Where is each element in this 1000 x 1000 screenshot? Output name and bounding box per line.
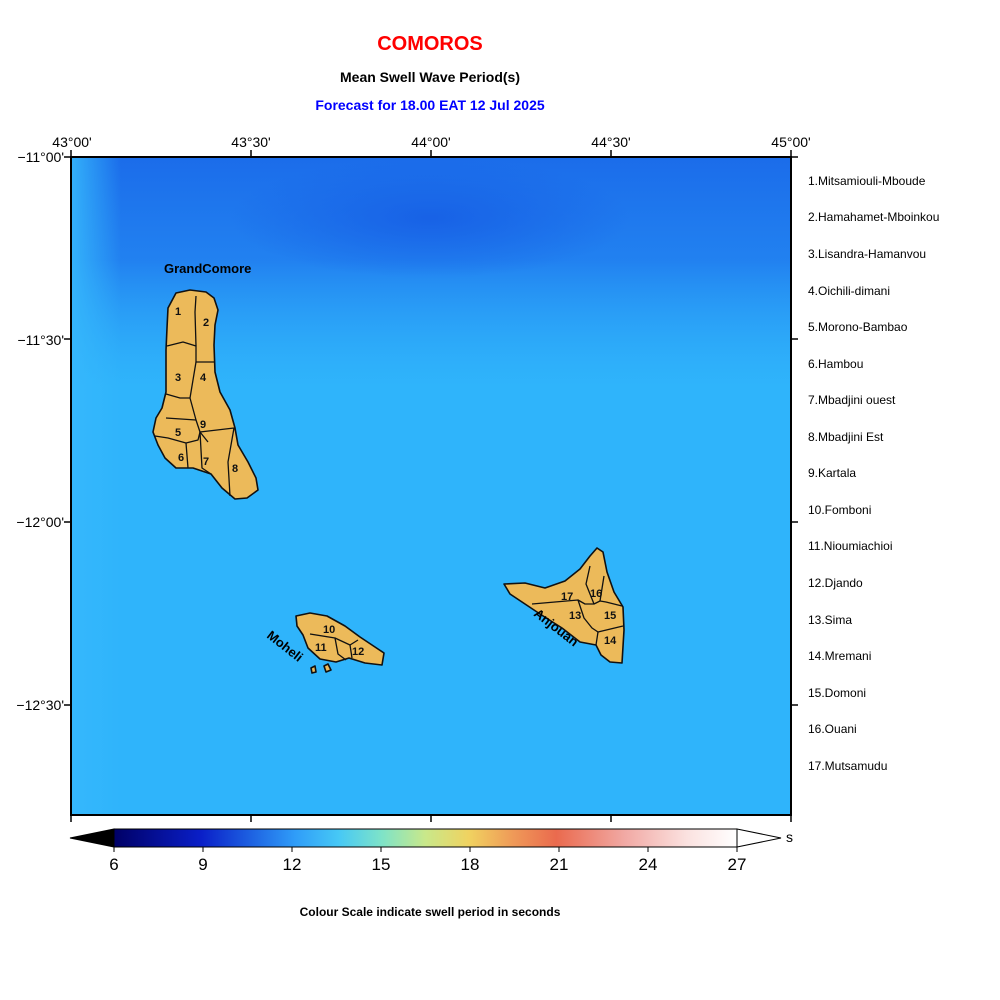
legend-item: 5.Morono-Bambao — [808, 320, 908, 334]
low-period-centre — [230, 158, 630, 278]
legend-item: 8.Mbadjini Est — [808, 430, 884, 444]
colour-bar — [69, 828, 782, 852]
lon-label-44-30: 44°30' — [591, 134, 631, 150]
lat-label-11-00: −11°00' — [17, 149, 64, 165]
region-number: 4 — [200, 372, 207, 384]
region-number: 12 — [352, 646, 364, 658]
region-number: 15 — [604, 610, 616, 622]
region-number: 9 — [200, 419, 206, 431]
region-number: 16 — [590, 588, 602, 600]
region-number: 1 — [175, 306, 181, 318]
region-number: 6 — [178, 452, 184, 464]
region-number: 8 — [232, 463, 238, 475]
legend-item: 1.Mitsamiouli-Mboude — [808, 174, 926, 188]
forecast-time: Forecast for 18.00 EAT 12 Jul 2025 — [315, 97, 545, 113]
region-number: 10 — [323, 624, 335, 636]
colour-bar-label: 24 — [638, 855, 658, 874]
legend-item: 17.Mutsamudu — [808, 759, 888, 773]
legend-item: 16.Ouani — [808, 722, 857, 736]
legend-item: 12.Djando — [808, 576, 863, 590]
colour-bar-label: 18 — [460, 855, 480, 874]
colour-scale-caption: Colour Scale indicate swell period in se… — [299, 905, 561, 919]
region-number: 5 — [175, 427, 181, 439]
legend-item: 9.Kartala — [808, 466, 857, 480]
lon-label-45-00: 45°00' — [771, 134, 811, 150]
colour-bar-high-triangle — [736, 828, 782, 848]
region-number: 7 — [203, 456, 209, 468]
legend-item: 4.Oichili-dimani — [808, 284, 891, 298]
legend-item: 7.Mbadjini ouest — [808, 393, 896, 407]
colour-bar-low-triangle — [69, 828, 115, 848]
lon-label-44-00: 44°00' — [411, 134, 451, 150]
swell-period-map: 1 2 3 4 5 6 7 8 9 10 11 12 13 14 15 16 1… — [64, 150, 798, 822]
region-number: 13 — [569, 610, 581, 622]
region-number: 17 — [561, 591, 573, 603]
lat-label-12-00: −12°00' — [16, 514, 64, 530]
lon-label-43-30: 43°30' — [231, 134, 271, 150]
colour-bar-label: 27 — [727, 855, 747, 874]
map-title: COMOROS — [377, 33, 483, 55]
axis-ticks — [64, 150, 798, 822]
colour-bar-label: 15 — [371, 855, 391, 874]
colour-bar-label: 9 — [198, 855, 208, 874]
colour-bar-label: 6 — [109, 855, 119, 874]
legend-item: 2.Hamahamet-Mboinkou — [808, 210, 940, 224]
lat-label-12-30: −12°30' — [16, 697, 64, 713]
grand-comore-island — [152, 289, 259, 500]
legend-item: 3.Lisandra-Hamanvou — [808, 247, 927, 261]
legend-item: 10.Fomboni — [808, 503, 872, 517]
region-number: 14 — [604, 635, 617, 647]
moheli-island — [295, 612, 385, 674]
legend-item: 13.Sima — [808, 613, 853, 627]
region-number: 11 — [315, 642, 327, 654]
map-subtitle: Mean Swell Wave Period(s) — [340, 69, 520, 85]
region-numbers: 1 2 3 4 5 6 7 8 9 10 11 12 13 14 15 16 1… — [175, 306, 617, 658]
colour-bar-label: 21 — [549, 855, 569, 874]
region-number: 3 — [175, 372, 181, 384]
colour-bar-ticks — [113, 847, 738, 852]
lon-label-43-00: 43°00' — [52, 134, 92, 150]
colour-bar-label: 12 — [282, 855, 302, 874]
anjouan-island — [503, 547, 625, 664]
colour-bar-gradient — [113, 828, 738, 848]
colour-bar-unit: s — [786, 829, 793, 845]
legend-item: 14.Mremani — [808, 649, 872, 663]
lat-label-11-30: −11°30' — [17, 332, 64, 348]
legend-item: 6.Hambou — [808, 357, 864, 371]
west-edge-shading — [71, 157, 121, 815]
island-label-grand-comore: GrandComore — [164, 261, 251, 276]
legend-item: 11.Nioumiachioi — [808, 539, 893, 553]
legend-item: 15.Domoni — [808, 686, 867, 700]
region-number: 2 — [203, 317, 209, 329]
